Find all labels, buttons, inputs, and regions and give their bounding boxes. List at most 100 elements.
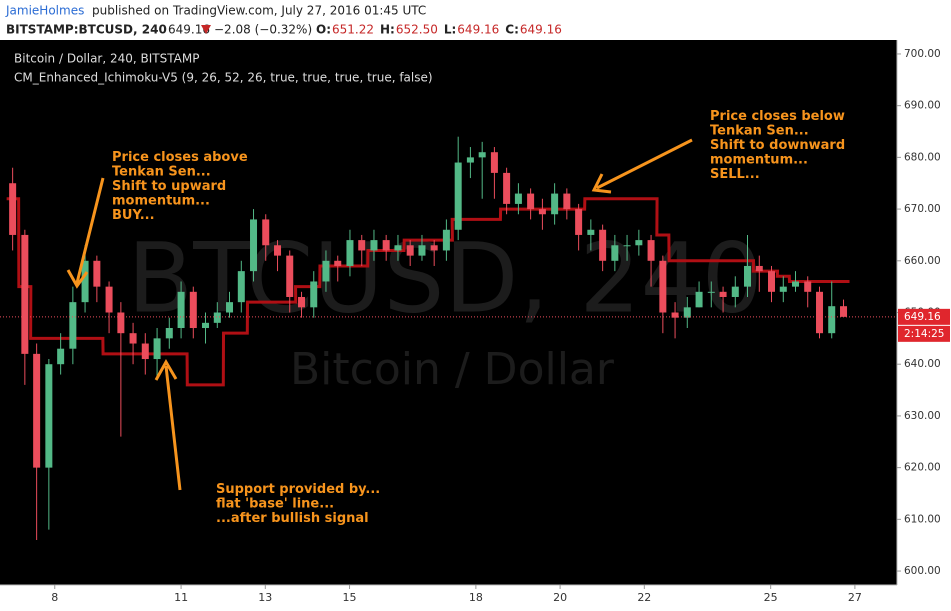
author-link[interactable]: JamieHolmes: [5, 4, 84, 18]
x-tick-label: 27: [848, 591, 862, 604]
annotation-line: ...after bullish signal: [216, 511, 369, 526]
plot-bg: [0, 40, 897, 585]
candle-body: [286, 255, 294, 297]
candle-body: [478, 152, 486, 158]
candle-body: [358, 240, 366, 251]
x-tick-label: 11: [174, 591, 188, 604]
annotation-line: Tenkan Sen...: [112, 164, 211, 179]
candle-body: [503, 172, 511, 204]
y-tick-label: 690.00: [904, 100, 941, 112]
candle-body: [755, 265, 763, 272]
candle-body: [466, 157, 474, 163]
last-price-box: [898, 308, 950, 325]
annotation-line: Price closes above: [112, 150, 248, 165]
y-tick-label: 600.00: [904, 565, 941, 577]
candle-body: [105, 286, 113, 313]
candle-body: [744, 265, 751, 287]
arrow: [591, 138, 693, 194]
candle-body: [189, 291, 197, 329]
candle-body: [21, 234, 29, 354]
candle-body: [117, 312, 125, 334]
annotation-line: Shift to upward: [112, 179, 226, 194]
candle-body: [683, 307, 691, 318]
candle-body: [165, 328, 173, 339]
candle-body: [57, 348, 65, 365]
candle-body: [153, 338, 161, 360]
candle-body: [418, 245, 426, 256]
candle-body: [93, 260, 101, 287]
candle-body: [599, 229, 607, 261]
annotation: Support provided by... flat 'base' line.…: [216, 482, 385, 526]
annotation-line: BUY...: [112, 208, 155, 223]
price: 649.16: [168, 23, 210, 37]
candle-body: [454, 162, 462, 230]
candle-body: [250, 219, 258, 272]
last-price-label: 649.16: [904, 311, 941, 323]
x-tick-label: 18: [469, 591, 483, 604]
candle-body: [69, 302, 77, 349]
ohlc-label: C:: [505, 23, 519, 37]
candle-body: [587, 229, 595, 235]
countdown-label: 2:14:25: [904, 328, 944, 340]
candle-body: [551, 193, 559, 215]
candle-body: [623, 245, 631, 247]
annotation-line: momentum...: [112, 193, 210, 208]
candle-body: [490, 152, 498, 173]
candle-body: [731, 286, 739, 297]
candle-body: [671, 312, 679, 318]
arrow: [154, 358, 182, 491]
chart-title: Bitcoin / Dollar, 240, BITSTAMP: [14, 52, 199, 66]
candle-body: [792, 281, 800, 287]
candle-body: [45, 364, 53, 468]
x-tick-label: 8: [51, 591, 58, 604]
candle-body: [538, 209, 546, 215]
annotation: Price closes below Tenkan Sen... Shift t…: [710, 109, 850, 182]
candle-body: [659, 260, 667, 313]
candle-body: [177, 291, 185, 329]
candle-body: [274, 245, 282, 256]
candle-body: [346, 240, 354, 266]
candle-body: [563, 193, 571, 210]
y-tick-label: 620.00: [904, 462, 941, 474]
candle-body: [527, 193, 535, 210]
candle-body: [394, 245, 402, 251]
candle-body: [695, 291, 703, 308]
ohlc-value: 652.50: [396, 23, 438, 37]
y-tick-label: 670.00: [904, 203, 941, 215]
candle-body: [382, 240, 390, 251]
candle-body: [202, 322, 210, 329]
ohlc-value: 651.22: [332, 23, 374, 37]
annotation-line: Shift to downward: [710, 138, 845, 153]
published: published on TradingView.com, July 27, 2…: [92, 4, 426, 18]
header: JamieHolmes published on TradingView.com…: [5, 4, 562, 37]
candle-body: [635, 240, 643, 246]
candle-body: [141, 343, 149, 360]
x-tick-label: 15: [343, 591, 357, 604]
x-tick-label: 20: [553, 591, 567, 604]
plot: [0, 136, 897, 541]
candle-body: [804, 281, 812, 292]
y-tick-label: 630.00: [904, 410, 941, 422]
arrows: [66, 138, 693, 491]
candle-body: [334, 260, 342, 266]
candle-body: [81, 260, 89, 303]
countdown-box: [898, 325, 950, 342]
candle-body: [768, 271, 776, 292]
candle-body: [514, 193, 522, 204]
candle-body: [322, 260, 330, 282]
annotation-line: Tenkan Sen...: [710, 123, 809, 138]
candle-body: [647, 240, 655, 261]
arrow: [66, 177, 105, 289]
candle-body: [129, 333, 137, 344]
ohlc-label: O:: [316, 23, 331, 37]
ticker: BITSTAMP:BTCUSD, 240: [6, 23, 167, 37]
x-tick-label: 25: [764, 591, 778, 604]
y-tick-label: 680.00: [904, 151, 941, 163]
candle-body: [779, 286, 787, 292]
candle-body: [33, 353, 41, 468]
annotation-line: flat 'base' line...: [216, 496, 334, 511]
candle-body: [828, 306, 836, 334]
annotation-line: Support provided by...: [216, 482, 380, 497]
y-tick-label: 660.00: [904, 255, 941, 267]
x-tick-label: 22: [637, 591, 651, 604]
